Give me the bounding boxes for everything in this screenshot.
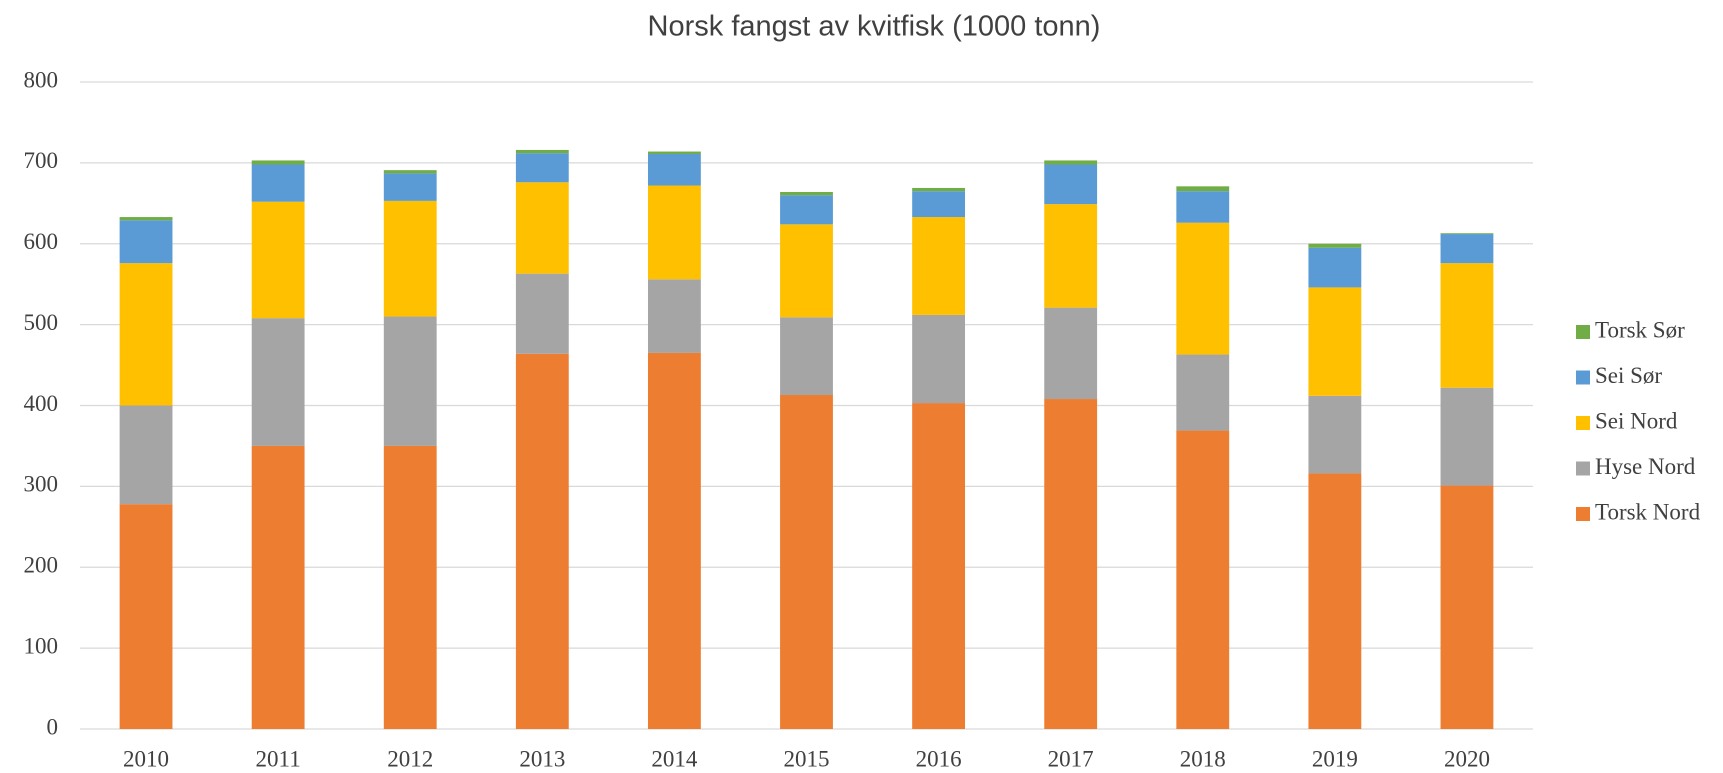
bar-segment — [1044, 160, 1098, 165]
bar-segment — [1440, 387, 1494, 486]
bar-segment — [119, 217, 173, 221]
legend-swatch — [1576, 507, 1590, 521]
legend-label: Torsk Nord — [1595, 499, 1701, 524]
bar-segment — [1440, 485, 1494, 729]
bar-segment — [647, 352, 701, 729]
bar-segment — [780, 317, 833, 395]
bar-segment — [1044, 307, 1098, 400]
bar-segment — [647, 185, 701, 280]
bar-segment — [912, 403, 966, 729]
bar-segment — [1044, 164, 1098, 205]
x-tick-label: 2010 — [123, 746, 169, 771]
y-tick-label: 500 — [24, 310, 59, 335]
bar-segment — [119, 504, 173, 729]
bar-segment — [383, 173, 437, 201]
bar-segment — [515, 182, 569, 274]
bar-segment — [1176, 430, 1230, 729]
y-tick-label: 400 — [24, 391, 59, 416]
x-tick-label: 2013 — [519, 746, 565, 771]
bar-segment — [1044, 399, 1098, 729]
legend-swatch — [1576, 370, 1590, 385]
bar-segment — [119, 263, 173, 406]
bar-segment — [912, 314, 966, 404]
y-tick-label: 600 — [24, 229, 59, 254]
x-tick-label: 2011 — [256, 746, 301, 771]
bar-segment — [647, 153, 701, 186]
bar-segment — [515, 273, 569, 354]
y-tick-label: 700 — [24, 148, 59, 173]
bar-segment — [1308, 395, 1362, 474]
x-tick-label: 2020 — [1444, 746, 1490, 771]
bar-segment — [119, 220, 173, 264]
y-tick-label: 800 — [24, 67, 59, 92]
bar-segment — [515, 149, 569, 154]
bar-segment — [1176, 191, 1230, 223]
x-tick-label: 2019 — [1312, 746, 1358, 771]
bar-segment — [251, 201, 305, 319]
bar-segment — [1308, 287, 1362, 396]
bar-segment — [780, 394, 833, 729]
x-tick-label: 2014 — [651, 746, 698, 771]
legend-swatch — [1576, 325, 1590, 339]
bar-segment — [1176, 222, 1230, 355]
bar-segment — [912, 217, 966, 315]
y-tick-label: 0 — [47, 714, 59, 739]
bar-segment — [1044, 204, 1098, 308]
bar-segment — [383, 170, 437, 174]
bar-segment — [119, 405, 173, 505]
bar-segment — [912, 191, 966, 218]
bar-segment — [912, 187, 966, 192]
x-tick-label: 2018 — [1180, 746, 1226, 771]
bar-segment — [780, 191, 833, 196]
bar-segment — [515, 153, 569, 183]
bar-segment — [1440, 233, 1494, 235]
bar-segment — [515, 353, 569, 729]
bar-segment — [647, 151, 701, 154]
bar-segment — [1440, 234, 1494, 264]
x-tick-label: 2015 — [784, 746, 830, 771]
x-tick-label: 2012 — [387, 746, 433, 771]
bar-segment — [383, 316, 437, 446]
legend-label: Sei Sør — [1595, 363, 1662, 388]
bar-segment — [1308, 247, 1362, 288]
bar-segment — [1176, 354, 1230, 431]
legend-label: Torsk Sør — [1595, 317, 1685, 342]
legend-swatch — [1576, 416, 1590, 430]
bar-segment — [251, 318, 305, 446]
bar-segment — [1176, 186, 1230, 192]
y-tick-label: 200 — [24, 553, 59, 578]
bar-segment — [1308, 243, 1362, 248]
legend-label: Sei Nord — [1595, 408, 1678, 433]
x-tick-label: 2016 — [916, 746, 962, 771]
legend-label: Hyse Nord — [1595, 454, 1696, 479]
bar-segment — [383, 200, 437, 317]
bar-segment — [780, 224, 833, 318]
legend-swatch — [1576, 461, 1590, 476]
bar-segment — [251, 445, 305, 729]
x-tick-label: 2017 — [1048, 746, 1094, 771]
bar-segment — [1440, 263, 1494, 388]
chart-title: Norsk fangst av kvitfisk (1000 tonn) — [648, 11, 1101, 43]
bar-segment — [647, 279, 701, 353]
bar-segment — [383, 445, 437, 729]
y-tick-label: 100 — [24, 633, 59, 658]
bar-segment — [780, 195, 833, 225]
y-tick-label: 300 — [24, 472, 59, 497]
bar-segment — [251, 160, 305, 165]
bar-segment — [251, 164, 305, 202]
bar-segment — [1308, 473, 1362, 729]
